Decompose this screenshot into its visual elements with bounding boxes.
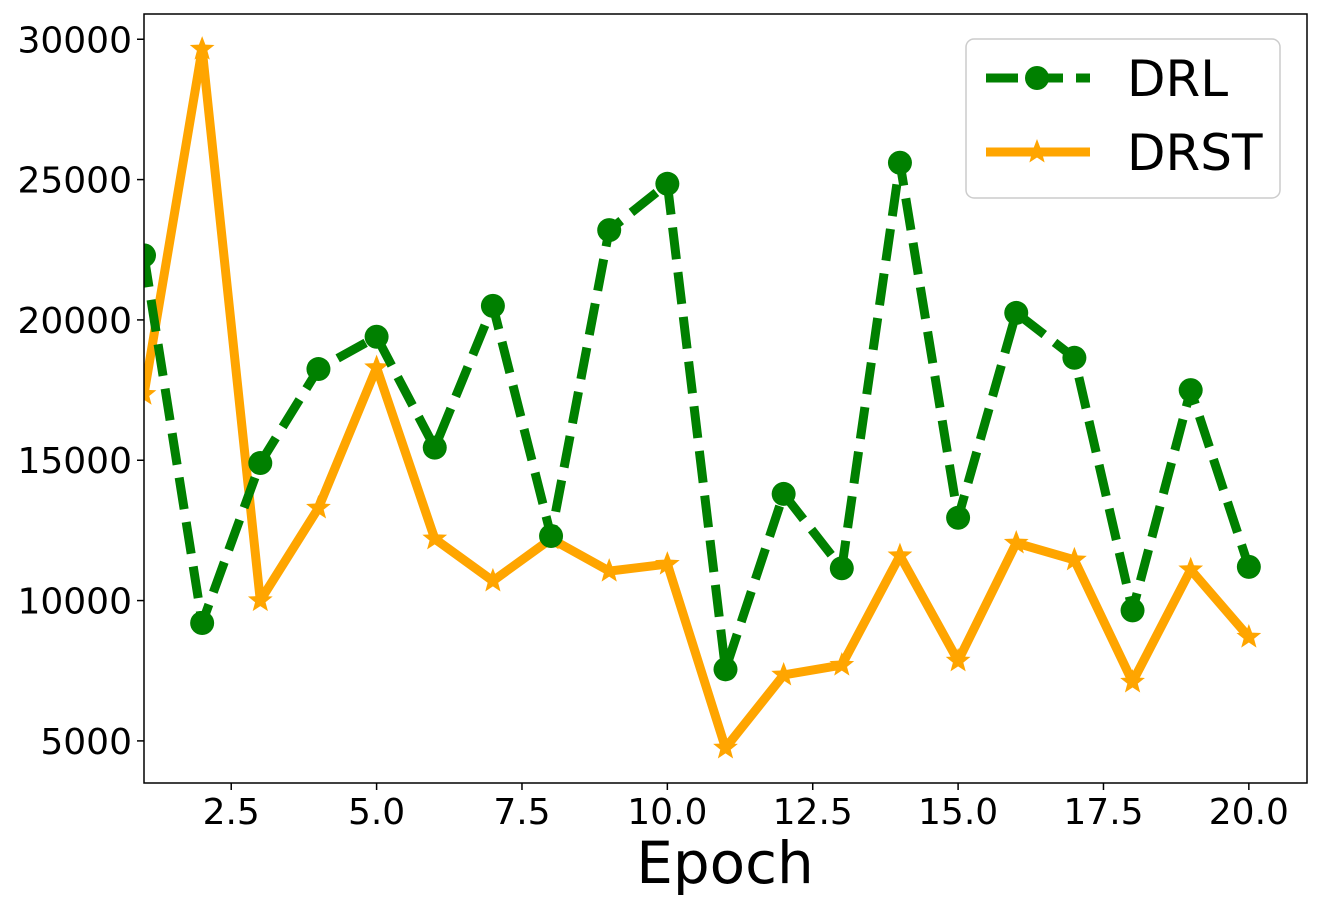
data-point-drl bbox=[248, 451, 273, 476]
data-point-drst bbox=[596, 558, 622, 582]
x-tick-label: 20.0 bbox=[1209, 792, 1289, 833]
y-tick-label: 25000 bbox=[17, 161, 132, 202]
x-tick-label: 15.0 bbox=[918, 792, 998, 833]
y-tick-label: 5000 bbox=[40, 722, 132, 763]
data-point-drl bbox=[829, 556, 854, 581]
legend-label-drl: DRL bbox=[1127, 50, 1228, 108]
x-tick-label: 2.5 bbox=[203, 792, 260, 833]
legend-item-drst: DRST bbox=[986, 124, 1263, 182]
data-point-drst bbox=[1120, 668, 1145, 693]
data-point-drl bbox=[190, 611, 215, 636]
data-point-drst bbox=[654, 551, 680, 575]
y-tick-label: 10000 bbox=[17, 582, 132, 623]
data-point-drl bbox=[655, 171, 680, 196]
data-point-drl bbox=[306, 357, 331, 382]
series-drl bbox=[144, 150, 1261, 682]
data-point-drl bbox=[422, 435, 447, 460]
legend-marker-drl bbox=[1025, 66, 1049, 90]
data-point-drl bbox=[946, 505, 971, 530]
x-axis-title: Epoch bbox=[636, 829, 814, 897]
x-tick-label: 10.0 bbox=[627, 792, 707, 833]
data-point-drl bbox=[771, 481, 796, 506]
data-point-drst bbox=[1062, 546, 1087, 571]
series-drst bbox=[144, 36, 1262, 759]
data-point-drst bbox=[422, 525, 448, 550]
data-point-drl bbox=[597, 218, 622, 243]
data-point-drst bbox=[189, 36, 215, 60]
x-tick-label: 12.5 bbox=[773, 792, 853, 833]
data-point-drl bbox=[713, 657, 738, 682]
data-point-drst bbox=[144, 381, 157, 405]
data-point-drst bbox=[247, 587, 273, 612]
data-point-drl bbox=[1236, 554, 1261, 579]
y-tick-label: 20000 bbox=[17, 301, 132, 342]
legend-label-drst: DRST bbox=[1127, 124, 1263, 182]
data-point-drst bbox=[1003, 530, 1029, 554]
plot-frame bbox=[143, 13, 1308, 784]
plot-area bbox=[144, 36, 1262, 759]
x-tick-label: 7.5 bbox=[493, 792, 550, 833]
data-point-drl bbox=[480, 293, 505, 318]
data-point-drl bbox=[1004, 300, 1029, 325]
data-point-drst bbox=[945, 647, 971, 672]
data-point-drl bbox=[1178, 378, 1203, 403]
data-point-drl bbox=[539, 524, 564, 549]
data-point-drl bbox=[1062, 345, 1087, 370]
y-tick-label: 15000 bbox=[17, 441, 132, 482]
x-tick-label: 5.0 bbox=[348, 792, 405, 833]
legend-item-drl: DRL bbox=[986, 50, 1228, 108]
y-tick-label: 30000 bbox=[17, 20, 132, 61]
x-tick-label: 17.5 bbox=[1063, 792, 1143, 833]
legend: DRL DRST bbox=[965, 38, 1281, 199]
data-point-drst bbox=[480, 567, 506, 592]
data-point-drst bbox=[829, 652, 855, 676]
axes: 2.5 5.0 7.5 10.0 12.5 15.0 17.5 20.0 5000 10000 15… bbox=[17, 20, 1288, 833]
legend-marker-drst bbox=[1024, 139, 1050, 163]
data-point-drst bbox=[713, 734, 738, 759]
data-point-drst bbox=[306, 494, 331, 519]
data-point-drst bbox=[364, 354, 389, 379]
series-line-drl bbox=[144, 158, 1254, 674]
data-point-drst bbox=[1178, 556, 1204, 581]
data-point-drst bbox=[1236, 624, 1262, 648]
data-point-drst bbox=[887, 542, 913, 567]
data-point-drl bbox=[1120, 598, 1145, 623]
data-point-drst bbox=[771, 661, 797, 686]
data-point-drl bbox=[887, 150, 912, 175]
data-point-drl bbox=[364, 324, 389, 349]
data-point-drl bbox=[144, 243, 156, 268]
